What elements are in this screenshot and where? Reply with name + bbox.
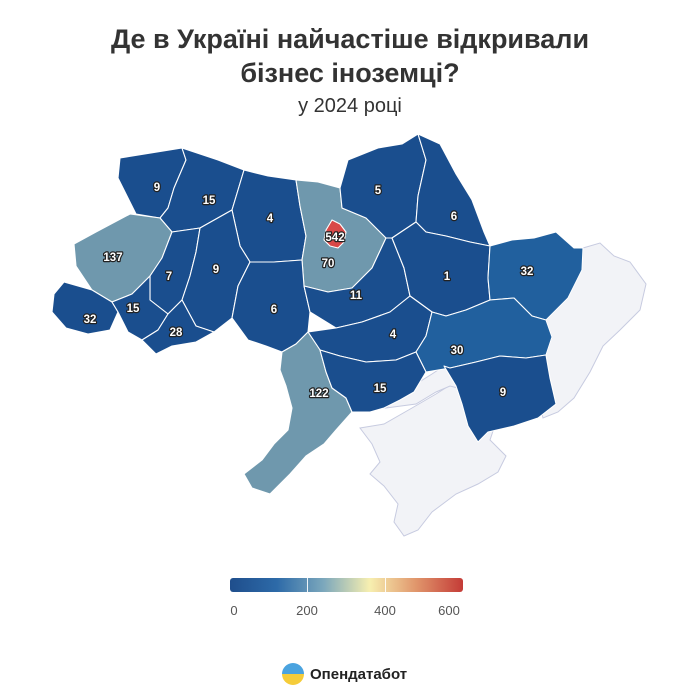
label-sumy: 6 xyxy=(451,211,457,223)
label-kirovohrad: 4 xyxy=(390,329,397,341)
legend-tick-400 xyxy=(385,578,386,592)
legend-label-400: 400 xyxy=(374,603,396,618)
label-mykolaiv: 15 xyxy=(374,383,387,395)
label-ivano-frankivsk: 15 xyxy=(127,303,140,315)
legend-tick-200 xyxy=(307,578,308,592)
region-kyiv-city[interactable] xyxy=(323,219,347,249)
label-ternopil: 7 xyxy=(166,271,172,283)
brand: Опендатабот xyxy=(282,662,407,686)
opendatabot-logo-icon xyxy=(282,663,304,685)
map-title: Де в Україні найчастіше відкривали бізне… xyxy=(0,22,700,90)
region-zakarpattia[interactable] xyxy=(51,281,119,335)
label-zakarpattia: 32 xyxy=(84,314,97,326)
label-volyn: 9 xyxy=(154,182,160,194)
legend-label-600: 600 xyxy=(438,603,460,618)
map-subtitle: у 2024 році xyxy=(298,95,402,117)
label-zaporizhzhia: 9 xyxy=(500,387,506,399)
title-line-1: Де в Україні найчастіше відкривали xyxy=(110,24,590,54)
label-kyiv-city: 542 xyxy=(325,232,344,244)
region-zaporizhzhia[interactable] xyxy=(443,354,557,443)
label-kharkiv: 32 xyxy=(521,266,534,278)
label-dnipropetrovsk: 30 xyxy=(451,345,464,357)
label-poltava: 1 xyxy=(444,271,451,283)
label-kyiv-oblast: 70 xyxy=(322,258,335,270)
legend-color-scale xyxy=(230,578,463,592)
legend-label-200: 200 xyxy=(296,603,318,618)
brand-name: Опендатабот xyxy=(310,665,408,683)
label-rivne: 15 xyxy=(203,195,216,207)
region-khmelnytskyi[interactable] xyxy=(181,209,251,333)
title-line-2: бізнес іноземці? xyxy=(240,58,460,88)
region-sumy[interactable] xyxy=(415,133,491,247)
label-zhytomyr: 4 xyxy=(267,213,274,225)
label-cherkasy: 11 xyxy=(350,290,363,302)
legend-label-0: 0 xyxy=(230,603,238,618)
label-khmelnytskyi: 9 xyxy=(213,264,219,276)
label-chernivtsi: 28 xyxy=(170,327,183,339)
region-mykolaiv[interactable] xyxy=(319,349,427,413)
label-odesa: 122 xyxy=(309,388,328,400)
region-chernivtsi[interactable] xyxy=(141,299,215,355)
label-vinnytsia: 6 xyxy=(271,304,277,316)
label-chernihiv: 5 xyxy=(375,185,382,197)
label-lviv: 137 xyxy=(103,252,122,264)
